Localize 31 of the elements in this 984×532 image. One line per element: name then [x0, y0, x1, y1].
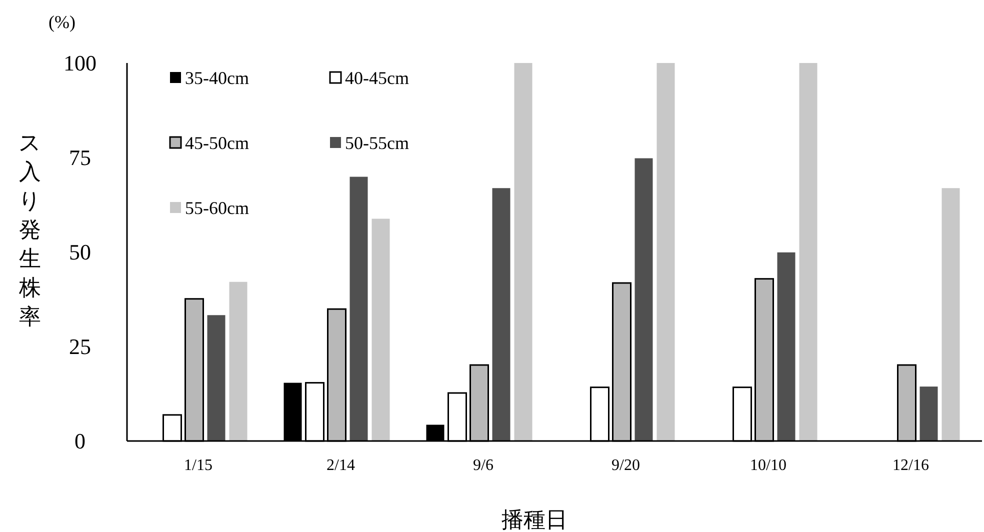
- bar: [350, 176, 368, 441]
- bar: [207, 315, 226, 441]
- x-tick-label: 1/15: [184, 457, 212, 474]
- y-tick-label: 100: [64, 50, 96, 76]
- bar: [229, 282, 248, 441]
- bar: [656, 63, 675, 441]
- bar: [514, 63, 532, 441]
- y-tick-label: 75: [69, 145, 91, 170]
- y-tick-label: 25: [69, 334, 91, 359]
- legend-label: 35-40cm: [185, 68, 249, 88]
- bar: [372, 218, 390, 441]
- bar: [920, 386, 938, 441]
- bar: [634, 158, 653, 441]
- x-tick-label: 12/16: [892, 457, 929, 474]
- legend-label: 50-55cm: [345, 133, 409, 153]
- x-tick-label: 9/6: [473, 457, 494, 474]
- x-tick-label: 10/10: [750, 457, 786, 474]
- y-axis-title: ス入り発生株率: [18, 130, 42, 329]
- y-tick-label: 0: [74, 428, 86, 454]
- bar: [492, 188, 510, 441]
- x-tick-label: 2/14: [326, 457, 355, 474]
- text: (%): [48, 12, 76, 32]
- bar: [942, 188, 960, 441]
- legend-label: 55-60cm: [185, 198, 249, 218]
- x-tick-label: 9/20: [612, 457, 640, 474]
- legend-label: 40-45cm: [345, 68, 409, 88]
- bar: [799, 63, 818, 441]
- y-tick-label: 50: [69, 240, 91, 264]
- bar: [777, 252, 796, 441]
- x-axis-title: 播種日: [502, 507, 568, 532]
- legend-label: 45-50cm: [185, 133, 249, 153]
